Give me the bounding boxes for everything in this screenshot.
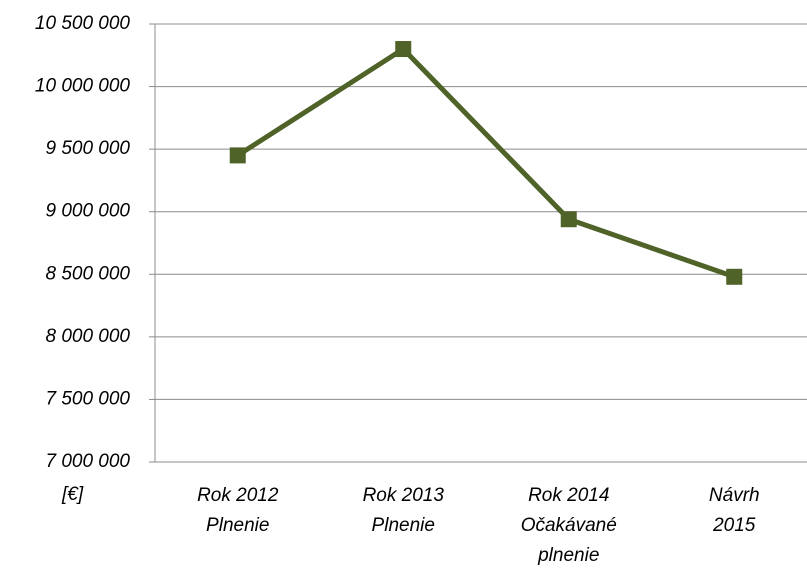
y-tick-label: 10 000 000 <box>35 76 131 97</box>
y-tick-label: 9 000 000 <box>45 201 130 222</box>
marker <box>395 41 412 58</box>
y-tick-label: 7 000 000 <box>45 451 130 472</box>
marker <box>560 211 577 228</box>
y-tick-label: 8 500 000 <box>45 263 130 284</box>
y-tick-label: 9 500 000 <box>45 138 130 159</box>
marker <box>726 268 743 285</box>
x-tick-label: Návrh 2015 <box>708 485 760 536</box>
x-tick-label: Rok 2012 Plnenie <box>197 485 279 536</box>
y-unit-label: [€] <box>62 484 84 505</box>
y-tick-label: 7 500 000 <box>45 388 130 409</box>
x-tick-label: Rok 2013 Plnenie <box>362 485 444 536</box>
y-tick-label: 10 500 000 <box>35 13 131 34</box>
y-tick-label: 8 000 000 <box>45 326 130 347</box>
marker <box>229 147 246 164</box>
line <box>236 46 736 280</box>
x-tick-label: Rok 2014 Očakávané plnenie <box>520 485 617 566</box>
